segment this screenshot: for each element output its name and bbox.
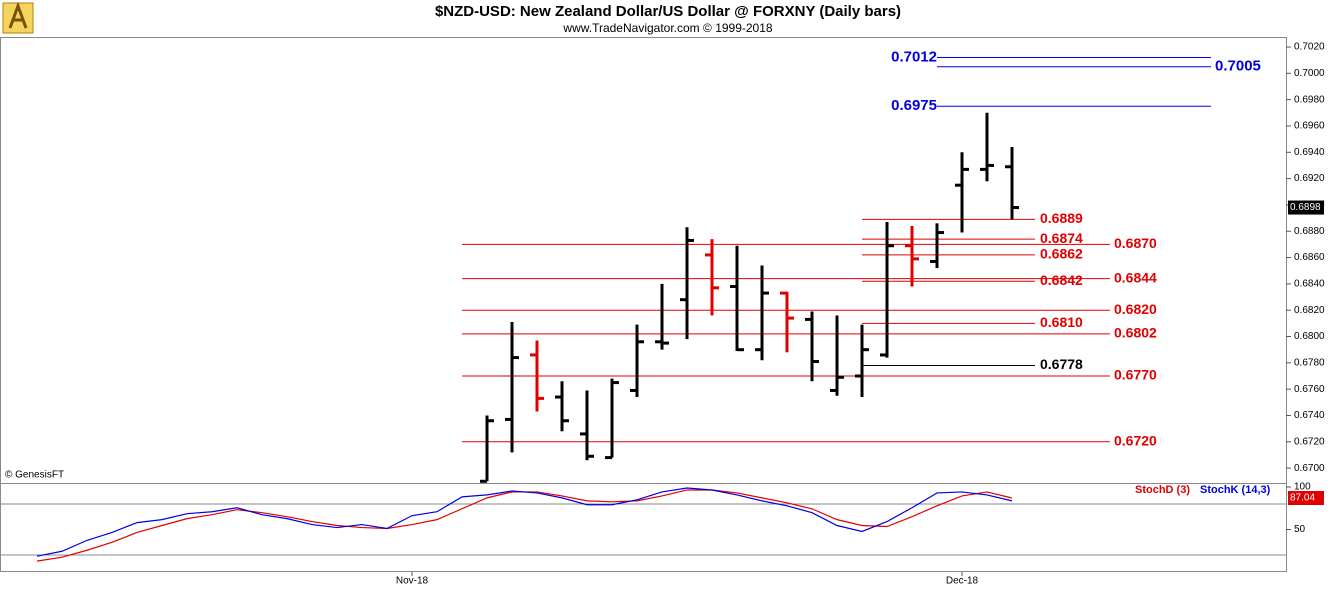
level-label: 0.6810	[1040, 314, 1083, 330]
chart-title: $NZD-USD: New Zealand Dollar/US Dollar @…	[435, 3, 901, 20]
stoch-line	[36, 487, 1013, 557]
level-label: 0.6778	[1040, 356, 1083, 372]
level-label: 0.6844	[1114, 269, 1157, 285]
credit: © GenesisFT	[5, 470, 64, 481]
level-label: 0.6862	[1040, 246, 1083, 262]
y-tick-label: 0.6840	[1294, 279, 1325, 290]
level-label: 0.7005	[1215, 58, 1261, 75]
value-tag	[1288, 491, 1324, 506]
y-tick-label: 0.6800	[1294, 331, 1325, 342]
level-label: 0.6720	[1114, 433, 1157, 449]
y-tick-label: 0.6760	[1294, 384, 1325, 395]
y-tick-label: 0.6780	[1294, 357, 1325, 368]
logo	[2, 1, 34, 34]
last-price-tag	[1288, 200, 1324, 215]
y-tick-label: 100	[1294, 482, 1311, 493]
legend-entry: StochD (3)	[1135, 484, 1190, 496]
y-tick-label: 0.6880	[1294, 226, 1325, 237]
y-tick-label: 0.7000	[1294, 68, 1325, 79]
y-tick-label: 0.6860	[1294, 252, 1325, 263]
level-label: 0.6889	[1040, 210, 1083, 226]
x-tick-label: Nov-18	[396, 576, 429, 587]
y-tick-label: 0.6700	[1294, 463, 1325, 474]
y-tick-label: 0.7020	[1294, 42, 1325, 53]
y-tick-label: 0.6920	[1294, 173, 1325, 184]
y-tick-label: 50	[1294, 524, 1306, 535]
level-label: 0.6820	[1114, 301, 1157, 317]
value-label: 87.04	[1290, 493, 1315, 504]
level-label: 0.7012	[891, 48, 937, 65]
plot-frame	[0, 37, 1287, 572]
legend-entry: StochK (14,3)	[1200, 484, 1271, 496]
x-tick-label: Dec-18	[946, 576, 979, 587]
y-tick-label: 0.6980	[1294, 94, 1325, 105]
level-label: 0.6802	[1114, 325, 1157, 341]
level-label: 0.6874	[1040, 230, 1083, 246]
level-label: 0.6870	[1114, 235, 1157, 251]
chart-subtitle: www.TradeNavigator.com © 1999-2018	[562, 21, 772, 35]
level-label: 0.6842	[1040, 272, 1083, 288]
level-label: 0.6975	[891, 97, 937, 114]
y-tick-label: 0.6960	[1294, 121, 1325, 132]
y-tick-label: 0.6820	[1294, 305, 1325, 316]
y-tick-label: 0.6740	[1294, 410, 1325, 421]
y-tick-label: 0.6720	[1294, 436, 1325, 447]
last-price-label: 0.6898	[1290, 202, 1321, 213]
level-label: 0.6770	[1114, 367, 1157, 383]
y-tick-label: 0.6940	[1294, 147, 1325, 158]
